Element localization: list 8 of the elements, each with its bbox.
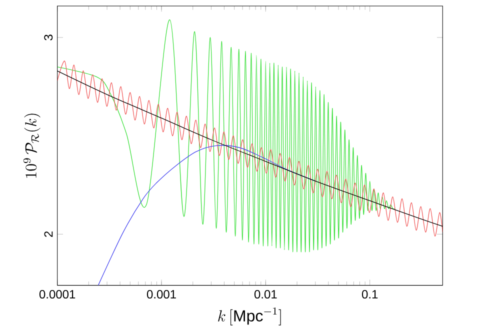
x-tick-label: 0.1	[362, 290, 378, 299]
x-tick-label: 0.001	[146, 290, 176, 299]
y-tick-label: 2	[44, 231, 53, 237]
x-tick-label: 0.0001	[39, 290, 76, 299]
y-axis-title: $10^{9}\,\mathcal{P}_{\mathcal{R}}(k)$	[23, 114, 40, 178]
x-tick-label: 0.01	[254, 290, 277, 299]
x-axis-title: $k\,[\mathrm{Mpc}^{-1}]$	[218, 307, 281, 326]
y-tick-label: 3	[44, 34, 53, 40]
